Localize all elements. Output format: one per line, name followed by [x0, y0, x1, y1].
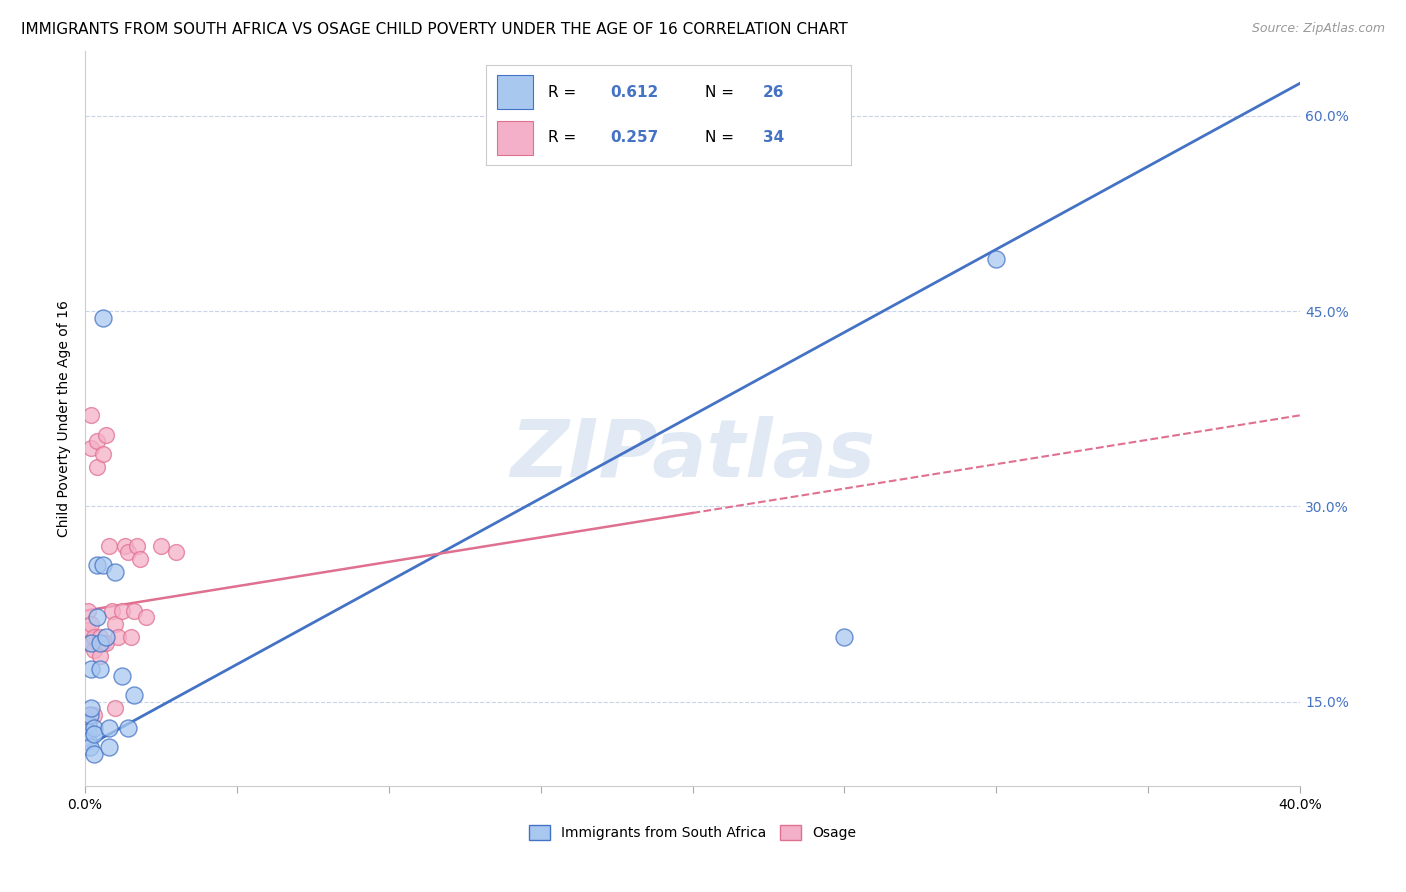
Point — [117, 721, 139, 735]
Point — [80, 636, 103, 650]
Point — [114, 539, 136, 553]
Point — [83, 747, 105, 761]
Point — [83, 642, 105, 657]
Point — [86, 460, 108, 475]
Point — [77, 623, 100, 637]
Point — [91, 447, 114, 461]
Point — [86, 434, 108, 449]
Legend: Immigrants from South Africa, Osage: Immigrants from South Africa, Osage — [523, 820, 862, 846]
Point — [86, 610, 108, 624]
Point — [77, 604, 100, 618]
Text: ZIPatlas: ZIPatlas — [510, 417, 875, 494]
Point — [120, 630, 142, 644]
Point — [91, 310, 114, 325]
Text: IMMIGRANTS FROM SOUTH AFRICA VS OSAGE CHILD POVERTY UNDER THE AGE OF 16 CORRELAT: IMMIGRANTS FROM SOUTH AFRICA VS OSAGE CH… — [21, 22, 848, 37]
Point — [77, 636, 100, 650]
Point — [77, 734, 100, 748]
Point — [104, 701, 127, 715]
Point — [834, 630, 856, 644]
Point — [89, 662, 111, 676]
Point — [89, 649, 111, 664]
Point — [165, 545, 187, 559]
Point — [77, 717, 100, 731]
Point — [96, 427, 118, 442]
Point — [89, 630, 111, 644]
Point — [96, 636, 118, 650]
Point — [135, 610, 157, 624]
Point — [77, 724, 100, 739]
Y-axis label: Child Poverty Under the Age of 16: Child Poverty Under the Age of 16 — [58, 300, 72, 537]
Point — [128, 551, 150, 566]
Point — [150, 539, 173, 553]
Point — [122, 688, 145, 702]
Point — [986, 252, 1008, 266]
Point — [117, 545, 139, 559]
Point — [107, 630, 129, 644]
Point — [83, 707, 105, 722]
Point — [80, 662, 103, 676]
Point — [80, 409, 103, 423]
Point — [80, 701, 103, 715]
Point — [80, 616, 103, 631]
Text: Source: ZipAtlas.com: Source: ZipAtlas.com — [1251, 22, 1385, 36]
Point — [98, 539, 121, 553]
Point — [98, 721, 121, 735]
Point — [96, 630, 118, 644]
Point — [110, 669, 132, 683]
Point — [79, 707, 101, 722]
Point — [104, 616, 127, 631]
Point — [83, 630, 105, 644]
Point — [125, 539, 148, 553]
Point — [122, 604, 145, 618]
Point — [83, 727, 105, 741]
Point — [80, 636, 103, 650]
Point — [91, 636, 114, 650]
Point — [91, 558, 114, 572]
Point — [89, 636, 111, 650]
Point — [104, 565, 127, 579]
Point — [86, 558, 108, 572]
Point — [79, 740, 101, 755]
Point — [98, 740, 121, 755]
Point — [77, 707, 100, 722]
Point — [83, 721, 105, 735]
Point — [110, 604, 132, 618]
Point — [101, 604, 124, 618]
Point — [80, 441, 103, 455]
